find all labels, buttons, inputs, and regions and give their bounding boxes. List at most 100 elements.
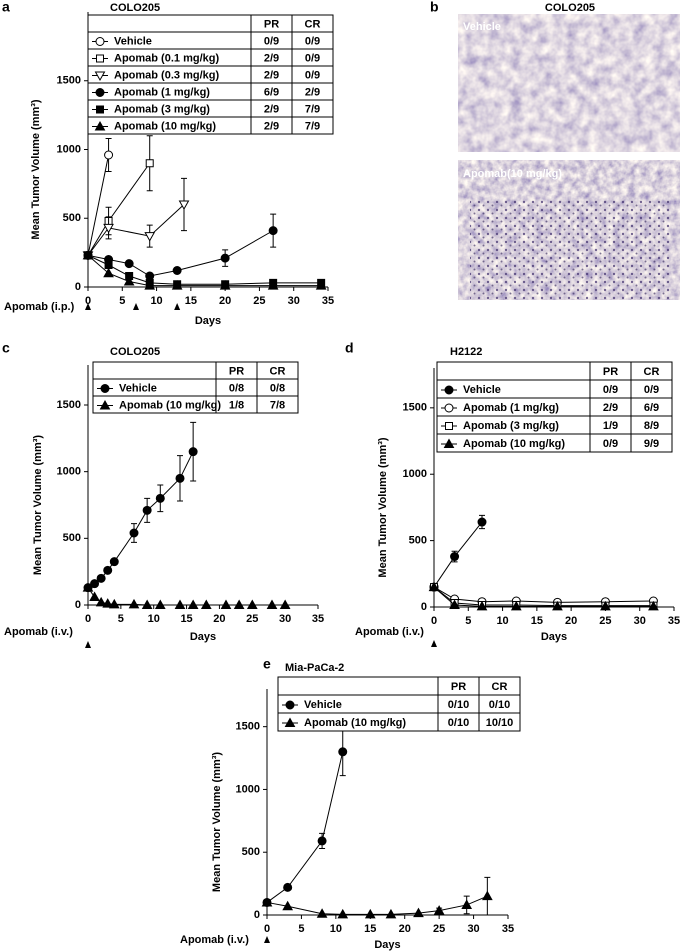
marker: [129, 528, 139, 538]
table-cell: 0/8: [270, 382, 285, 394]
chart-title: COLO205: [110, 346, 160, 358]
marker: [315, 280, 327, 290]
marker: [481, 890, 493, 901]
image-label: Apomab(10 mg/kg): [463, 168, 562, 180]
marker: [477, 517, 487, 527]
marker: [648, 600, 659, 611]
marker: [104, 150, 114, 160]
x-tick-label: 5: [298, 923, 304, 935]
table-cell: 0/8: [229, 382, 244, 394]
legend-label: Apomab (10 mg/kg): [119, 399, 221, 411]
marker: [266, 599, 278, 609]
marker: [103, 565, 113, 575]
x-tick-label: 25: [246, 613, 258, 625]
dosing-label: Apomab (i.p.): [4, 301, 75, 313]
x-tick-label: 20: [565, 615, 577, 627]
chart-title: COLO205: [110, 2, 160, 14]
legend-label: Vehicle: [114, 35, 152, 47]
x-axis-label: Days: [541, 631, 567, 643]
marker: [141, 599, 153, 609]
marker: [413, 907, 424, 918]
legend-table: PR CR Vehicle 0/9 0/9 Apomab (1 mg/kg) 2/9 6/9 A…: [436, 361, 673, 453]
legend-label: Apomab (10 mg/kg): [114, 120, 216, 132]
series-line: [266, 895, 488, 915]
y-axis-label: Mean Tumor Volume (mm³): [32, 435, 44, 575]
table-header: PR: [603, 366, 618, 378]
legend-label: Apomab (1 mg/kg): [463, 402, 559, 414]
table-header: CR: [492, 681, 508, 693]
table-cell: 2/9: [305, 86, 320, 98]
dosing-arrow: [431, 640, 437, 647]
x-tick-label: 25: [253, 295, 265, 307]
legend-label: Apomab (0.3 mg/kg): [114, 69, 219, 81]
series-line: [87, 154, 110, 256]
x-axis-label: Days: [195, 315, 221, 327]
marker: [100, 384, 110, 393]
x-tick-label: 15: [185, 295, 197, 307]
table-cell: 0/10: [448, 699, 469, 711]
y-tick-label: 0: [254, 909, 260, 921]
y-tick-label: 500: [242, 846, 260, 858]
table-cell: 6/9: [644, 402, 659, 414]
chart: d H2122 0 500 1000 1500 0 5 10 15 20 25 30 35 Days Mean…: [345, 340, 680, 647]
x-tick-label: 25: [599, 615, 611, 627]
legend-label: Apomab (10 mg/kg): [463, 438, 565, 450]
table-cell: 0/9: [603, 384, 618, 396]
marker: [89, 591, 100, 601]
marker: [96, 573, 106, 583]
marker: [445, 422, 453, 430]
y-tick-label: 1000: [403, 468, 427, 480]
series-line: [87, 254, 322, 287]
marker: [104, 261, 113, 269]
x-tick-label: 5: [118, 613, 124, 625]
series-line: [87, 451, 194, 589]
marker: [145, 271, 155, 281]
histology-image: [458, 14, 680, 152]
marker: [449, 599, 460, 610]
legend-label: Vehicle: [463, 384, 501, 396]
series-line: [87, 254, 322, 285]
legend-table: PR CR Vehicle 0/9 0/9 Apomab (0.1 mg/kg) 2/9 0/…: [87, 14, 334, 135]
legend-label: Apomab (10 mg/kg): [304, 717, 406, 729]
marker: [317, 836, 327, 846]
table-cell: 0/9: [644, 384, 659, 396]
marker: [144, 280, 156, 290]
table-cell: 2/9: [603, 402, 618, 414]
marker: [246, 599, 258, 609]
marker: [261, 896, 273, 907]
chart-title: Mia-PaCa-2: [285, 662, 344, 674]
dosing-arrow: [133, 303, 139, 310]
marker: [144, 232, 156, 242]
table-cell: 0/9: [264, 35, 279, 47]
series-line: [87, 587, 286, 606]
marker: [99, 399, 111, 410]
x-tick-label: 10: [496, 615, 508, 627]
legend-label: Apomab (0.1 mg/kg): [114, 52, 219, 64]
marker: [268, 226, 278, 236]
marker: [219, 280, 231, 290]
marker: [385, 908, 397, 919]
y-axis-label: Mean Tumor Volume (mm³): [211, 752, 223, 892]
dosing-label: Apomab (i.v.): [4, 626, 73, 638]
marker: [94, 120, 106, 131]
series-line: [433, 586, 654, 603]
y-tick-label: 500: [63, 212, 81, 224]
x-tick-label: 35: [502, 923, 514, 935]
legend-label: Vehicle: [119, 382, 157, 394]
nuclei-texture: [470, 200, 670, 300]
x-tick-label: 10: [148, 613, 160, 625]
marker: [443, 438, 455, 448]
chart: c COLO205 0 500 1000 1500 0 5 10 15 20 25 30 35 Days Me…: [2, 340, 324, 648]
y-tick-label: 1000: [57, 466, 81, 478]
table-cell: 0/10: [489, 699, 510, 711]
table-header: CR: [644, 366, 660, 378]
x-tick-label: 30: [288, 295, 300, 307]
marker: [82, 249, 94, 260]
dosing-arrow: [85, 303, 91, 310]
x-tick-label: 20: [213, 613, 225, 625]
dosing-label: Apomab (i.v.): [180, 934, 249, 946]
table-cell: 0/9: [305, 69, 320, 81]
marker: [142, 505, 152, 515]
table-cell: 10/10: [486, 717, 514, 729]
y-tick-label: 0: [75, 281, 81, 293]
